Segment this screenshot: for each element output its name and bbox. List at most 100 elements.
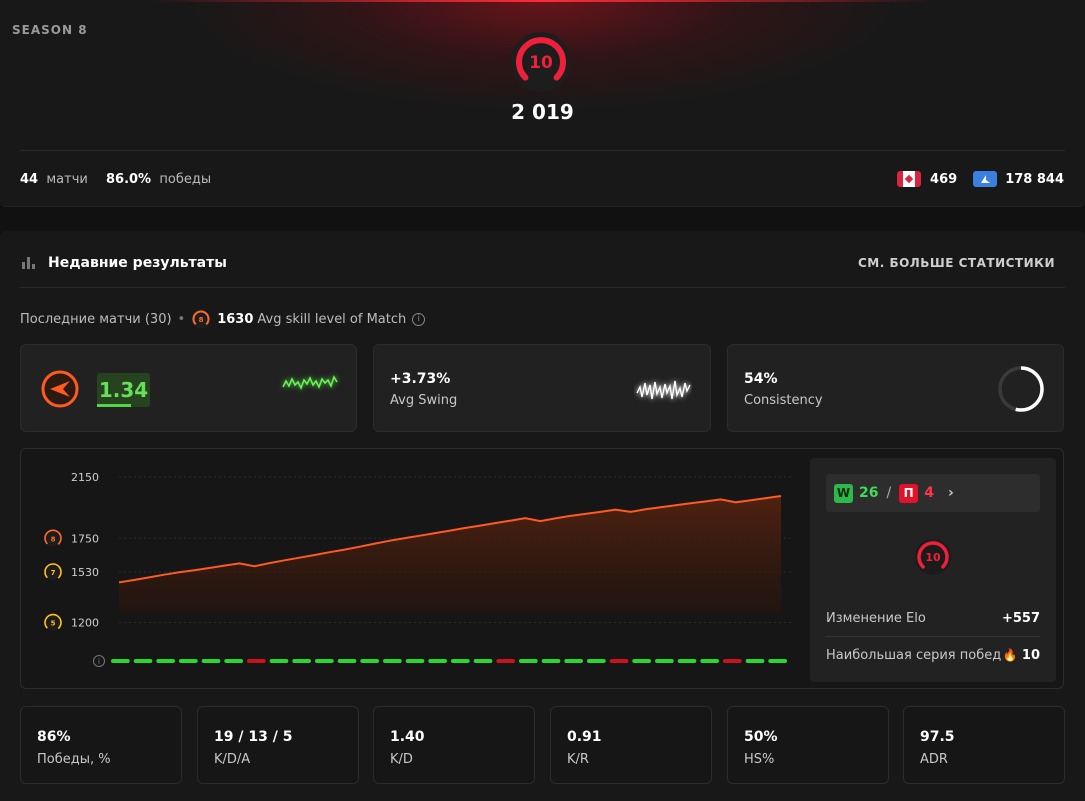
stat-value: 97.5: [920, 729, 955, 745]
result-win-marker: [383, 659, 402, 663]
skill-level-5-icon: 5: [44, 613, 62, 632]
elo-change-value: +557: [1001, 611, 1040, 626]
svg-text:7: 7: [51, 569, 56, 577]
consistency-value: 54%: [744, 371, 778, 387]
win-badge: W: [834, 483, 853, 503]
divider: [20, 287, 1065, 288]
result-win-marker: [315, 659, 334, 663]
stat-card-kd: 1.40 K/D: [373, 706, 535, 784]
result-win-marker: [519, 659, 538, 663]
svg-text:10: 10: [925, 551, 941, 564]
result-win-marker: [224, 659, 243, 663]
wins-count: 26: [859, 485, 879, 501]
win-streak-value: 10: [1021, 648, 1040, 663]
svg-text:i: i: [98, 657, 100, 666]
result-win-marker: [745, 659, 765, 663]
consistency-card[interactable]: 54% Consistency: [727, 344, 1064, 432]
elo-line: [118, 495, 782, 584]
avg-skill-label: Avg skill level of Match: [257, 311, 407, 327]
win-loss-summary[interactable]: W 26 / П 4 ›: [826, 474, 1040, 512]
svg-text:5: 5: [51, 620, 56, 628]
result-win-marker: [677, 659, 697, 663]
losses-count: 4: [924, 485, 934, 501]
info-icon[interactable]: i: [412, 312, 426, 326]
skill-level-7-icon: 7: [44, 563, 62, 581]
season-label: SEASON 8: [12, 23, 88, 37]
elo-change-row: Изменение Elo +557: [826, 611, 1040, 626]
region-icon: [973, 171, 998, 187]
country-rank[interactable]: 469: [930, 171, 958, 187]
stat-value: 19 / 13 / 5: [214, 729, 293, 745]
accent-line: [150, 0, 935, 2]
canada-flag-icon: [897, 171, 922, 187]
result-win-marker: [201, 659, 221, 663]
fire-icon: 🔥: [1002, 648, 1018, 662]
result-win-marker: [337, 659, 357, 663]
stat-label: HS%: [744, 752, 775, 767]
skill-level-8-icon: 8: [191, 309, 211, 329]
elo-area: [119, 496, 781, 612]
see-more-stats-link[interactable]: СМ. БОЛЬШЕ СТАТИСТИКИ: [857, 256, 1055, 270]
rating-card[interactable]: 1.34: [20, 344, 357, 432]
section-title-text: Недавние результаты: [48, 255, 227, 271]
stat-card-kr: 0.91 K/R: [550, 706, 712, 784]
result-win-marker: [564, 659, 583, 663]
stat-card-kda: 19 / 13 / 5 K/D/A: [197, 706, 359, 784]
stat-label: Победы, %: [37, 752, 111, 767]
result-loss-marker: [609, 659, 629, 663]
stat-card-hs: 50% HS%: [727, 706, 889, 784]
rating-icon: [41, 370, 79, 408]
matches-count: 44: [20, 172, 39, 187]
stat-value: 1.40: [390, 729, 425, 745]
chevron-right-icon[interactable]: ›: [947, 485, 954, 501]
winrate-label: победы: [159, 172, 212, 187]
stat-label: K/R: [567, 752, 589, 767]
stat-label: K/D: [390, 752, 413, 767]
y-tick-label: 1530: [71, 566, 99, 579]
stat-label: K/D/A: [214, 752, 251, 767]
skill-level-value: 10: [529, 53, 553, 73]
avg-swing-label: Avg Swing: [390, 393, 458, 408]
stat-value: 86%: [37, 729, 71, 745]
consistency-arc: [998, 366, 1044, 412]
result-loss-marker: [723, 659, 742, 663]
stat-card-adr: 97.5 ADR: [903, 706, 1065, 784]
svg-text:8: 8: [51, 535, 56, 543]
result-win-marker: [632, 659, 651, 663]
consistency-label: Consistency: [744, 393, 823, 408]
skill-level-10-icon: 10: [915, 539, 951, 575]
result-win-marker: [428, 659, 447, 663]
elo-value: 2 019: [511, 100, 574, 124]
result-win-marker: [451, 659, 470, 663]
streak-panel: W 26 / П 4 › 10 Изменение Elo +557 Наибо…: [810, 458, 1056, 682]
section-title: Недавние результаты: [22, 255, 227, 271]
result-win-marker: [179, 659, 198, 663]
avg-swing-card[interactable]: +3.73% Avg Swing: [373, 344, 711, 432]
bar-chart-icon: [22, 257, 36, 269]
result-win-marker: [700, 659, 719, 663]
result-loss-marker: [247, 659, 266, 663]
recent-results-card: Недавние результаты СМ. БОЛЬШЕ СТАТИСТИК…: [0, 231, 1085, 801]
result-win-marker: [473, 659, 493, 663]
stat-label: ADR: [920, 752, 948, 767]
results-info-icon: i: [93, 655, 105, 667]
elo-change-label: Изменение Elo: [826, 611, 926, 626]
stat-card-winrate: 86% Победы, %: [20, 706, 182, 784]
avg-swing-value: +3.73%: [390, 371, 451, 387]
win-streak-label: Наибольшая серия побед: [826, 648, 1002, 663]
matches-label: матчи: [46, 172, 88, 187]
elo-chart: 2150 1750 8 1530 7 1200 5 i: [44, 471, 791, 667]
region-rank[interactable]: 178 844: [1005, 171, 1064, 187]
skill-level-10-icon: 10: [511, 32, 571, 92]
result-win-marker: [111, 659, 130, 663]
svg-text:8: 8: [199, 316, 204, 324]
y-tick-label: 1200: [71, 617, 99, 630]
result-win-marker: [156, 659, 175, 663]
elo-chart-card: 2150 1750 8 1530 7 1200 5 i W 26 / П 4 › 10: [20, 448, 1064, 689]
winrate-value: 86.0%: [105, 172, 152, 187]
divider: [20, 150, 1065, 151]
result-win-marker: [269, 659, 289, 663]
rating-value: 1.34: [97, 373, 150, 407]
result-win-marker: [655, 659, 674, 663]
win-streak-row: Наибольшая серия побед 🔥 10: [826, 648, 1040, 663]
